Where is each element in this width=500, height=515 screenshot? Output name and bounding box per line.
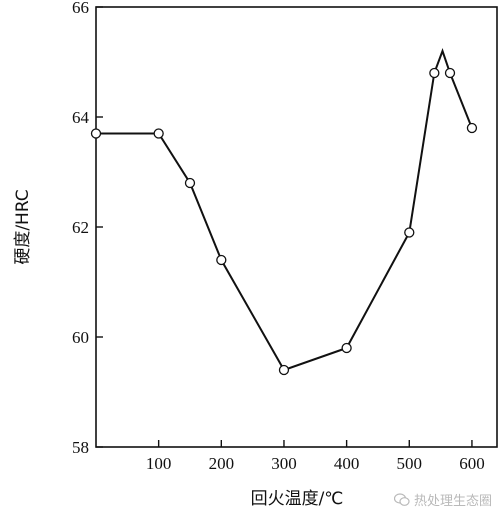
y-tick-label: 66: [72, 0, 89, 17]
y-tick-label: 64: [72, 108, 90, 127]
data-point: [184, 177, 196, 189]
x-tick-label: 400: [334, 454, 360, 473]
data-point: [466, 122, 478, 134]
data-point: [404, 227, 415, 238]
x-axis-label: 回火温度/℃: [251, 489, 344, 509]
x-tick-label: 100: [146, 454, 172, 473]
x-tick-label: 200: [209, 454, 235, 473]
y-axis-label: 硬度/HRC: [13, 189, 33, 264]
x-tick-label: 600: [459, 454, 485, 473]
data-point: [341, 342, 352, 354]
x-axis-ticks: 100 200 300 400 500 600: [146, 440, 485, 473]
data-point: [153, 128, 164, 139]
y-tick-label: 62: [72, 218, 89, 237]
x-tick-label: 500: [397, 454, 423, 473]
watermark-text: 热处理生态圈: [413, 494, 492, 509]
data-point: [90, 128, 102, 139]
y-axis-ticks: 58 60 62 64 66: [72, 0, 103, 457]
data-point: [278, 364, 290, 376]
series-markers: [90, 67, 478, 376]
data-point: [216, 254, 227, 266]
x-tick-label: 300: [271, 454, 297, 473]
y-tick-label: 60: [72, 328, 89, 347]
y-tick-label: 58: [72, 438, 89, 457]
series-line: [96, 48, 473, 372]
watermark: 热处理生态圈: [393, 490, 492, 509]
wechat-icon: [393, 492, 410, 506]
data-point: [429, 67, 440, 79]
data-point: [444, 67, 456, 79]
